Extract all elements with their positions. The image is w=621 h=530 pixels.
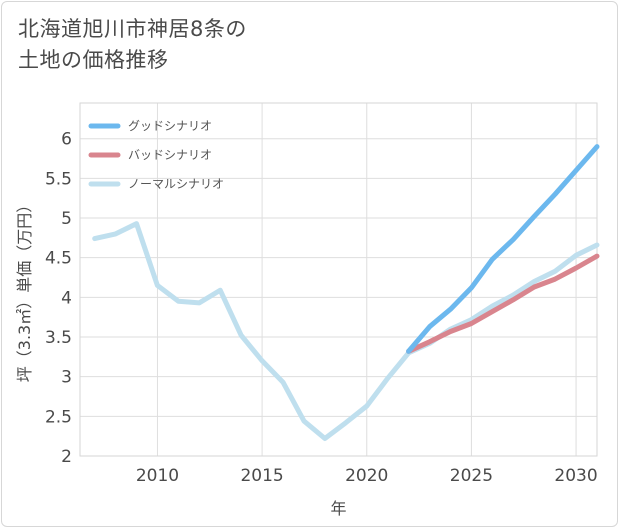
axes: 2 2.5 3 3.5 4 4.5 5 5.5 6 2010 2015 2020 2025 2030 bbox=[45, 130, 598, 486]
x-tick-label: 2015 bbox=[240, 466, 283, 486]
chart-title-line-1: 北海道旭川市神居8条の bbox=[18, 17, 247, 41]
chart-title: 北海道旭川市神居8条の 土地の価格推移 bbox=[18, 14, 438, 76]
y-tick-label: 2.5 bbox=[45, 407, 72, 427]
series-line-2 bbox=[92, 221, 600, 441]
y-tick-label: 2 bbox=[61, 447, 72, 467]
y-axis-label: 坪（3.3㎡）単価（万円） bbox=[15, 197, 34, 382]
x-tick-label: 2020 bbox=[345, 466, 388, 486]
y-tick-label: 6 bbox=[61, 130, 72, 150]
y-tick-label: 5.5 bbox=[45, 169, 72, 189]
chart-title-line-2: 土地の価格推移 bbox=[18, 48, 169, 72]
x-axis-label: 年 bbox=[330, 499, 346, 518]
legend-label: ノーマルシナリオ bbox=[128, 177, 224, 191]
y-tick-label: 4 bbox=[61, 288, 72, 308]
grid-lines bbox=[79, 102, 598, 457]
legend-label: バッドシナリオ bbox=[128, 148, 212, 162]
legend-label: グッドシナリオ bbox=[128, 119, 212, 133]
x-tick-label: 2030 bbox=[554, 466, 597, 486]
plot-frame bbox=[79, 102, 598, 457]
series-lines bbox=[92, 144, 600, 441]
series-line-0 bbox=[406, 144, 600, 354]
y-tick-label: 3 bbox=[61, 368, 72, 388]
x-tick-label: 2010 bbox=[136, 466, 179, 486]
y-tick-label: 3.5 bbox=[45, 328, 72, 348]
x-tick-label: 2025 bbox=[450, 466, 493, 486]
y-tick-label: 4.5 bbox=[45, 249, 72, 269]
y-tick-label: 5 bbox=[61, 209, 72, 229]
series-line-1 bbox=[406, 253, 600, 354]
